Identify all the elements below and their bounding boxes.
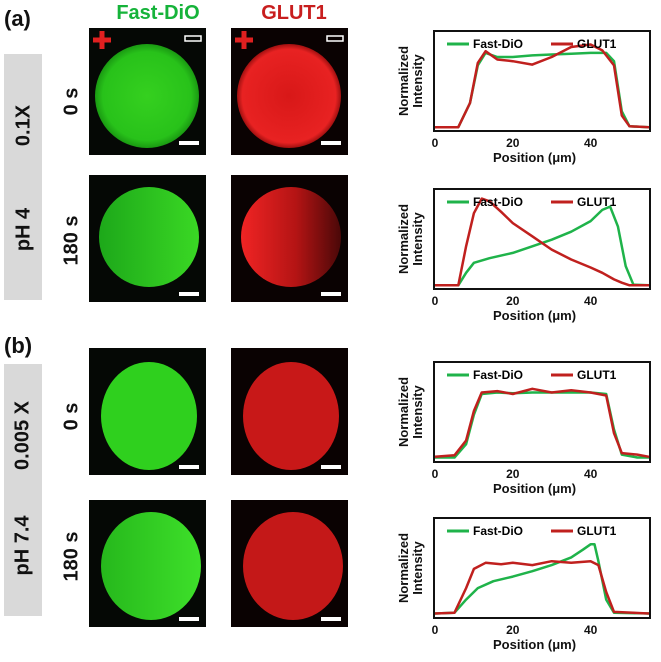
plot-1-xtick-20: 20 (506, 294, 520, 308)
panel-letter-b: (b) (4, 333, 33, 358)
time-label-a-180: 180 s (60, 215, 83, 266)
plot-1: Fast-DiO GLUT1 (433, 188, 651, 290)
plot-2-legend-label-glut1: GLUT1 (577, 368, 617, 382)
micrograph-b-red-180s (231, 500, 348, 627)
condition-conc-b: 0.005 X (11, 401, 34, 470)
plot-0-series-glut1 (435, 43, 650, 129)
column-title-glut1: GLUT1 (261, 2, 327, 24)
plot-2-xtick-20: 20 (506, 467, 520, 481)
plot-2-series-glut1 (434, 387, 650, 459)
plot-1-xtick-40: 40 (583, 294, 598, 308)
plot-2-frame (433, 361, 651, 463)
plot-1-ylabel: Normalized Intensity (396, 203, 425, 275)
time-label-a-0: 0 s (60, 87, 83, 116)
plot-1-legend-label-glut1: GLUT1 (577, 195, 617, 209)
panel-letter-a: (a) (4, 6, 31, 31)
plot-3: Fast-DiO GLUT1 (433, 517, 651, 619)
plot-0: Fast-DiO GLUT1 (433, 30, 651, 132)
time-label-b-0: 0 s (60, 402, 83, 431)
plot-2-legend-label-fast-dio: Fast-DiO (473, 368, 523, 382)
plot-3-xtick-0: 0 (431, 623, 439, 637)
plot-1-series-glut1 (435, 197, 649, 287)
condition-conc-a: 0.1X (12, 104, 35, 147)
plot-3-xtick-20: 20 (506, 623, 520, 637)
condition-band-a: pH 4 0.1X (4, 54, 42, 300)
plot-2-xlabel: Position (μm) (493, 481, 577, 496)
plot-1-xlabel: Position (μm) (493, 308, 577, 323)
plot-0-xlabel: Position (μm) (493, 150, 577, 165)
plot-1-xtick-0: 0 (431, 294, 439, 308)
plot-3-series-glut1 (434, 559, 650, 615)
time-label-b-180: 180 s (60, 531, 83, 582)
plot-0-xtick-20: 20 (506, 136, 520, 150)
plot-0-xtick-0: 0 (431, 136, 439, 150)
plot-1-frame (433, 188, 651, 290)
condition-ph-a: pH 4 (12, 207, 35, 252)
plot-3-xlabel: Position (μm) (493, 637, 577, 652)
condition-ph-b: pH 7.4 (11, 515, 34, 576)
micrograph-b-green-180s (89, 500, 206, 627)
plot-2-xtick-0: 0 (431, 467, 439, 481)
plot-0-frame (433, 30, 651, 132)
micrograph-a-green-0s (89, 28, 206, 155)
micrograph-b-green-0s (89, 348, 206, 475)
micrograph-a-green-180s (89, 175, 206, 302)
plot-3-ylabel: Normalized Intensity (396, 532, 425, 604)
micrograph-b-red-0s (231, 348, 348, 475)
micrograph-a-red-180s (231, 175, 348, 302)
plot-0-legend-label-glut1: GLUT1 (577, 37, 617, 51)
plot-1-series-fast-dio (435, 205, 650, 287)
micrograph-a-red-0s (231, 28, 348, 155)
plot-1-legend-label-fast-dio: Fast-DiO (473, 195, 523, 209)
plot-0-legend-label-fast-dio: Fast-DiO (473, 37, 523, 51)
plot-3-xtick-40: 40 (583, 623, 598, 637)
plot-0-ylabel: Normalized Intensity (396, 45, 425, 117)
plot-2-ylabel: Normalized Intensity (396, 376, 425, 448)
plot-2-xtick-40: 40 (583, 467, 598, 481)
condition-band-b: pH 7.4 0.005 X (4, 364, 42, 616)
plot-2: Fast-DiO GLUT1 (433, 361, 651, 463)
plot-3-legend-label-fast-dio: Fast-DiO (473, 524, 523, 538)
plot-0-xtick-40: 40 (583, 136, 598, 150)
plot-3-legend-label-glut1: GLUT1 (577, 524, 617, 538)
column-title-fast-dio: Fast-DiO (116, 2, 200, 24)
